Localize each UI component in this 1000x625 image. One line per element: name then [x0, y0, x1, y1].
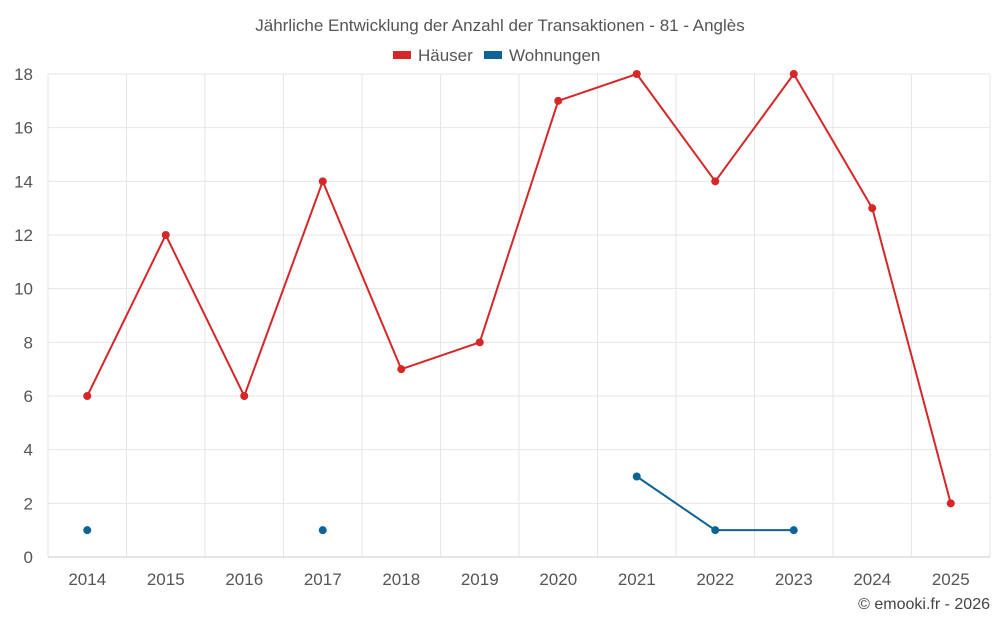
y-tick-label: 0	[24, 548, 33, 567]
y-tick-label: 2	[24, 494, 33, 513]
x-tick-label-2014: 2014	[68, 570, 106, 589]
point-hauser-2020[interactable]	[554, 96, 563, 105]
credit-text: © emooki.fr - 2026	[858, 596, 990, 613]
point-wohnungen-2014[interactable]	[83, 526, 92, 535]
point-hauser-2019[interactable]	[475, 338, 484, 347]
point-hauser-2021[interactable]	[632, 70, 641, 78]
point-wohnungen-2022[interactable]	[711, 526, 720, 535]
grid	[47, 73, 991, 558]
point-hauser-2017[interactable]	[318, 177, 327, 186]
legend-label-wohnungen[interactable]: Wohnungen	[509, 46, 600, 65]
point-hauser-2023[interactable]	[789, 70, 798, 78]
point-wohnungen-2021[interactable]	[632, 472, 641, 481]
point-hauser-2016[interactable]	[240, 392, 249, 400]
y-tick-label: 18	[14, 65, 33, 84]
point-wohnungen-2023[interactable]	[789, 526, 798, 535]
legend-swatch-hauser[interactable]	[393, 51, 411, 59]
x-tick-label-2020: 2020	[539, 570, 577, 589]
y-tick-label: 16	[14, 119, 33, 138]
series-line-hauser	[86, 73, 952, 504]
y-axis-ticks: 0 2 4 6 8 10 12 14 16 18	[14, 65, 33, 567]
chart-title: Jährliche Entwicklung der Anzahl der Tra…	[255, 16, 745, 35]
x-tick-label-2015: 2015	[147, 570, 185, 589]
point-hauser-2018[interactable]	[397, 365, 406, 374]
x-tick-label-2021: 2021	[618, 570, 656, 589]
x-tick-label-2025: 2025	[932, 570, 970, 589]
y-tick-label: 4	[24, 441, 33, 460]
y-tick-label: 12	[14, 226, 33, 245]
series	[83, 70, 955, 535]
x-tick-label-2022: 2022	[696, 570, 734, 589]
x-tick-label-2019: 2019	[461, 570, 499, 589]
x-tick-label-2016: 2016	[225, 570, 263, 589]
legend-swatch-wohnungen[interactable]	[484, 51, 502, 59]
legend: Häuser Wohnungen	[393, 46, 600, 65]
point-hauser-2014[interactable]	[83, 392, 92, 400]
x-axis-ticks: 2014 2015 2016 2017 2018 2019 2020 2021 2022 2023…	[68, 570, 969, 589]
point-hauser-2025[interactable]	[946, 499, 955, 508]
y-tick-label: 14	[14, 172, 33, 191]
legend-label-hauser[interactable]: Häuser	[418, 46, 473, 65]
point-wohnungen-2017[interactable]	[318, 526, 327, 535]
x-tick-label-2024: 2024	[853, 570, 891, 589]
x-tick-label-2017: 2017	[304, 570, 342, 589]
point-hauser-2015[interactable]	[161, 231, 170, 239]
series-hauser	[83, 70, 955, 508]
y-tick-label: 10	[14, 280, 33, 299]
point-hauser-2024[interactable]	[868, 204, 877, 213]
y-tick-label: 6	[24, 387, 33, 406]
y-tick-label: 8	[24, 333, 33, 352]
series-wohnungen	[83, 472, 798, 535]
point-hauser-2022[interactable]	[711, 177, 720, 186]
x-tick-label-2018: 2018	[382, 570, 420, 589]
x-tick-label-2023: 2023	[775, 570, 813, 589]
